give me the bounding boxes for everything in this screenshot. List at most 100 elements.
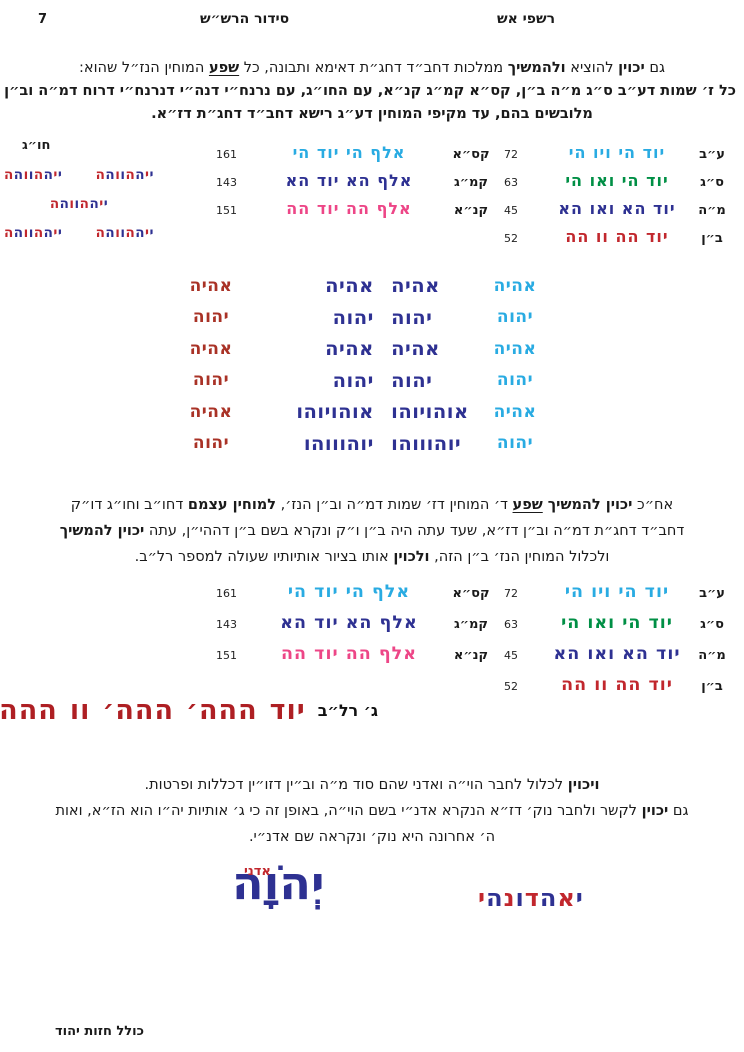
table-row: ס״ג יוד הי ואו הי 63 קמ״ג אלף הא יוד הא 143 xyxy=(210,613,732,644)
chug-letter: ה xyxy=(59,195,70,212)
chug-column: חו״ג ייההווהה ייההווהה ייההווהה ייההווהה ייהה… xyxy=(4,138,154,247)
shem-milui: יוד הי ויו הי xyxy=(564,582,670,602)
paragraph-line: אח״כ יכוין להמשיך שפע ד׳ המוחין דז׳ שמות… xyxy=(8,492,736,518)
text-segment: גם xyxy=(644,60,665,76)
interlaced-letter: א xyxy=(557,884,576,912)
chug-letter: ה xyxy=(135,224,146,241)
text-segment: לכלול לחבר הוי״ה ואדני שהם סוד מ״ה וב״ין… xyxy=(144,777,568,793)
chug-letter: ה xyxy=(89,195,100,212)
table-row: ע״ב יוד הי ויו הי 72 קס״א אלף הי יוד הי 161 xyxy=(210,143,732,171)
shem-label: ב״ן xyxy=(701,231,723,246)
shem-label: מ״ה xyxy=(698,648,726,663)
chug-letter: ו xyxy=(69,195,75,212)
names-column-left: אהיה יהוה אהיה יהוה אהיה יהוה xyxy=(170,270,252,459)
text-segment: להוציא xyxy=(565,60,619,76)
holy-name: אהיה אהיה xyxy=(325,274,440,298)
chug-letter: ו xyxy=(115,224,121,241)
table-row: ע״ב יוד הי ויו הי 72 קס״א אלף הי יוד הי 161 xyxy=(210,582,732,613)
ben-letter-group: וו xyxy=(69,695,91,726)
chug-letter: ה xyxy=(95,166,106,183)
chug-letter: ו xyxy=(115,166,121,183)
holy-name: יהוה xyxy=(192,433,230,454)
chug-row: ייההווהה ייההווהה xyxy=(4,218,154,247)
text-segment: אותו בציור אותיותיו שעולה למספר רל״ב. xyxy=(134,549,394,565)
holy-name: יהוה xyxy=(496,433,534,454)
holy-name: יהוה יהוה xyxy=(332,368,433,392)
holy-name: אהיה xyxy=(493,338,537,359)
chug-name: ייההווהה xyxy=(96,225,154,241)
text-segment: ולכלול המוחין הנז׳ ב״ן הזה, xyxy=(429,549,610,565)
chug-name: ייההווהה xyxy=(50,196,108,212)
holy-name: אהיה xyxy=(189,338,233,359)
chug-letter: ה xyxy=(125,224,136,241)
footer-kollel: כולל חזות יהוד xyxy=(55,1024,144,1039)
chug-letter: ה xyxy=(125,166,136,183)
gematria-value: 45 xyxy=(504,204,518,217)
chug-letter: ה xyxy=(4,224,14,241)
chug-letter: י xyxy=(149,224,154,241)
shem-milui: אלף הה יוד הה xyxy=(281,644,417,664)
shem-milui: יוד הי ואו הי xyxy=(561,613,673,633)
shem-label: קמ״ג xyxy=(453,617,489,632)
interlaced-letter: ד xyxy=(524,884,540,912)
paragraph-line: כל ז׳ שמות דע״ב ס״ג מ״ה ב״ן, קס״א קמ״ג ק… xyxy=(4,80,736,103)
ben-letter-group: ההה׳ xyxy=(0,695,58,726)
interlaced-letter: ה xyxy=(486,884,504,912)
chug-letter: י xyxy=(149,166,154,183)
chug-letter: י xyxy=(99,195,104,212)
big-name-block: יְהֹוָה אדני xyxy=(232,860,402,930)
shem-label: ב״ן xyxy=(701,679,723,694)
chug-letter: ה xyxy=(13,224,24,241)
gematria-value: 143 xyxy=(216,618,237,631)
text-segment: ולהמשיך xyxy=(507,60,566,76)
chug-letter: י xyxy=(57,166,63,183)
shem-label: ס״ג xyxy=(700,617,724,632)
chug-letter: ו xyxy=(120,224,126,241)
shem-milui: יוד הי ואו הי xyxy=(565,171,669,190)
text-segment: דחב״ד דחג״ת דמ״ה וב״ן דז״א, שעד עתה היה … xyxy=(144,523,685,539)
shem-label: קס״א xyxy=(452,586,490,601)
interlaced-letter: נ xyxy=(503,884,516,912)
holy-name: אהיה xyxy=(189,275,233,296)
chug-row: ייההווהה ייההווהה xyxy=(4,160,154,189)
chug-letter: י xyxy=(57,224,63,241)
chug-letter: ה xyxy=(79,195,90,212)
shem-milui: יוד הה וו הה xyxy=(561,675,673,695)
interlaced-letter: י xyxy=(575,884,584,912)
paragraph-line: גם יכוין להוציא ולהמשיך ממלכות דחב״ד דחג… xyxy=(8,57,736,80)
chug-letter: ה xyxy=(105,166,116,183)
page-number: 7 xyxy=(38,12,48,27)
interlaced-letter: ה xyxy=(539,884,558,912)
chug-letter: ו xyxy=(28,224,34,241)
shem-label: ס״ג xyxy=(700,175,724,190)
paragraph-line: ויכוין לכלול לחבר הוי״ה ואדני שהם סוד מ״… xyxy=(8,772,736,798)
text-segment: יכוין להמשיך xyxy=(542,497,633,513)
shem-label: ע״ב xyxy=(699,586,725,601)
text-segment: ד׳ המוחין דז׳ שמות דמ״ה וב״ן הנז׳, xyxy=(276,497,513,513)
text-segment: יכוין להמשיך xyxy=(59,523,145,539)
table-row: ב״ן יוד הה וו הה 52 xyxy=(210,227,732,255)
chug-letter: י xyxy=(145,166,150,183)
interlaced-name-yahdonhy: יאהדונהי xyxy=(478,884,584,912)
holy-name: יהוה xyxy=(192,307,230,328)
gematria-value: 72 xyxy=(504,587,518,600)
table-row: מ״ה יוד הא ואו הא 45 קנ״א אלף הה יוד הה 151 xyxy=(210,199,732,227)
chug-letter: י xyxy=(53,166,58,183)
gematria-value: 52 xyxy=(504,232,518,245)
gematria-value: 72 xyxy=(504,148,518,161)
shem-label: ע״ב xyxy=(699,147,725,162)
chug-letter: י xyxy=(53,224,58,241)
gematria-value: 161 xyxy=(216,587,237,600)
paragraph-line: גם יכוין לקשר ולחבר נוק׳ דז״א הנקרא אדנ״… xyxy=(8,798,736,824)
gematria-value: 161 xyxy=(216,148,237,161)
chug-letter: ו xyxy=(74,195,80,212)
chug-name: ייההווהה xyxy=(4,167,62,183)
chug-letter: ה xyxy=(4,166,14,183)
chug-letter: ה xyxy=(105,224,116,241)
holy-name: יהוה xyxy=(496,370,534,391)
paragraph-2: אח״כ יכוין להמשיך שפע ד׳ המוחין דז׳ שמות… xyxy=(8,492,736,570)
ben-letter-group: ההה׳ xyxy=(186,695,258,726)
paragraph-3: ויכוין לכלול לחבר הוי״ה ואדני שהם סוד מ״… xyxy=(8,772,736,850)
